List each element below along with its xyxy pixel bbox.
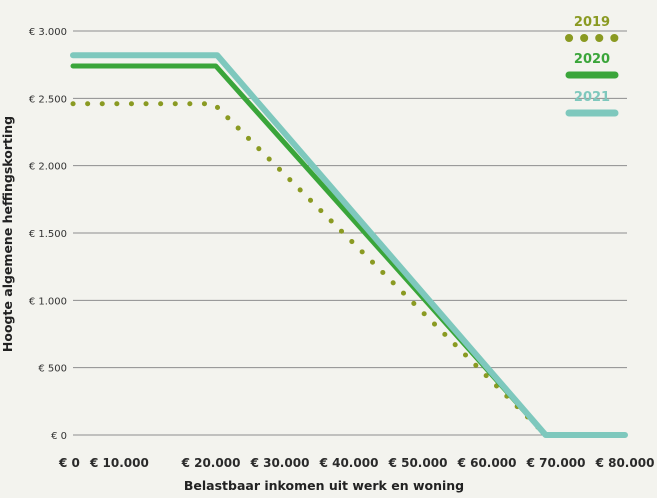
y-tick-label: € 3.000: [29, 27, 67, 38]
x-tick-label: € 70.000: [526, 456, 586, 470]
series-lines: [70, 52, 628, 438]
y-axis-label: Hoogte algemene heffingskorting: [0, 116, 15, 352]
y-axis-ticks: € 0 € 500 € 1.000 € 1.500 € 2.000 € 2.500 € 3.…: [29, 27, 67, 442]
legend-label-2020: 2020: [574, 52, 610, 67]
y-tick-label: € 2.000: [29, 162, 67, 173]
legend-label-2019: 2019: [574, 15, 610, 30]
x-tick-label: € 40.000: [319, 456, 379, 470]
x-tick-label: € 30.000: [250, 456, 310, 470]
legend-label-2021: 2021: [574, 90, 610, 105]
y-tick-label: € 500: [38, 364, 67, 375]
y-tick-label: € 2.500: [29, 94, 67, 105]
x-tick-label: € 50.000: [388, 456, 448, 470]
x-tick-label: € 20.000: [181, 456, 241, 470]
gridlines: [73, 30, 627, 436]
y-tick-label: € 0: [51, 431, 67, 442]
x-axis-label: Belastbaar inkomen uit werk en woning: [184, 478, 464, 493]
x-tick-label: € 80.000: [595, 456, 655, 470]
y-tick-label: € 1.000: [29, 296, 67, 307]
x-tick-label: € 60.000: [457, 456, 517, 470]
legend: 2019 2020 2021: [565, 15, 619, 117]
x-tick-label: € 10.000: [89, 456, 149, 470]
series-line-2020: [70, 63, 628, 438]
x-axis-ticks: € 0 € 10.000 € 20.000 € 30.000 € 40.000 € 50.…: [58, 456, 654, 470]
y-tick-label: € 1.500: [29, 229, 67, 240]
series-line-2021: [70, 52, 628, 438]
series-line-2019: [70, 101, 628, 438]
x-tick-label: € 0: [58, 456, 80, 470]
